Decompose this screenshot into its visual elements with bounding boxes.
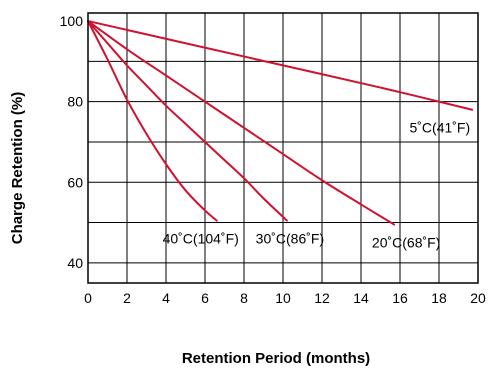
x-tick-label-0: 0 (84, 290, 92, 306)
series-lines (87, 20, 474, 226)
series-label-1: 20˚C(68˚F) (372, 235, 440, 251)
series-label-3: 40˚C(104˚F) (163, 231, 239, 247)
x-tick-label-16: 16 (392, 290, 408, 306)
series-line-2 (87, 20, 288, 222)
series-line-0 (87, 20, 474, 111)
tick-labels: 0 2 4 6 8 10 12 14 16 18 20 40 60 80 100 (60, 13, 486, 306)
series-label-0: 5˚C(41˚F) (409, 120, 470, 136)
x-tick-label-12: 12 (314, 290, 330, 306)
x-tick-label-10: 10 (275, 290, 291, 306)
y-tick-label-80: 80 (67, 94, 83, 110)
series-line-3 (87, 20, 218, 222)
y-tick-label-60: 60 (67, 174, 83, 190)
series-labels: 5˚C(41˚F) 20˚C(68˚F) 30˚C(86˚F) 40˚C(104˚F) (163, 120, 471, 251)
x-tick-label-6: 6 (201, 290, 209, 306)
y-tick-label-40: 40 (67, 255, 83, 271)
plot-border (87, 12, 479, 284)
plot-frame (87, 12, 479, 284)
y-axis-title: Charge Retention (%) (9, 92, 26, 245)
x-tick-label-20: 20 (470, 290, 486, 306)
series-line-1 (87, 20, 396, 226)
x-tick-label-18: 18 (431, 290, 447, 306)
x-tick-label-2: 2 (123, 290, 131, 306)
x-tick-label-14: 14 (353, 290, 369, 306)
grid (88, 13, 478, 283)
y-tick-label-100: 100 (60, 13, 84, 29)
x-tick-label-8: 8 (240, 290, 248, 306)
series-label-2: 30˚C(86˚F) (256, 231, 324, 247)
x-tick-label-4: 4 (162, 290, 170, 306)
x-axis-title: Retention Period (months) (182, 350, 370, 367)
